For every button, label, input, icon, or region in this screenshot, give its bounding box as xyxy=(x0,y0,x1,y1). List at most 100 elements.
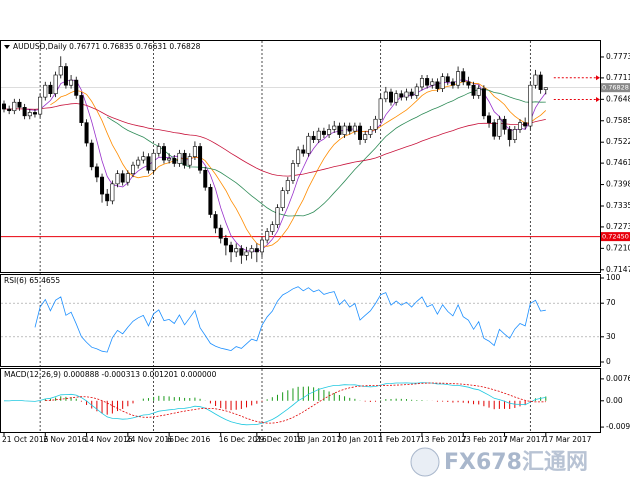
candle-body xyxy=(182,152,187,166)
candle-body xyxy=(321,130,326,135)
candle-body xyxy=(69,79,74,86)
candle-body xyxy=(17,101,22,108)
candle-body xyxy=(538,74,543,90)
candle-body xyxy=(141,156,146,161)
y-tick-label: 0.00765 xyxy=(606,374,630,383)
candle-body xyxy=(528,84,533,127)
candle-body xyxy=(22,107,27,117)
candle-body xyxy=(301,149,306,154)
y-tick-label: 0.71475 xyxy=(606,265,630,274)
candle-body xyxy=(383,91,388,100)
x-tick-label: 7 Mar 2017 xyxy=(503,435,546,444)
candle-body xyxy=(1,103,7,110)
candle-body xyxy=(74,79,79,96)
candle-body xyxy=(445,76,450,83)
x-tick-label: 24 Nov 2016 xyxy=(126,435,174,444)
candle-body xyxy=(306,135,311,154)
candle-body xyxy=(461,71,466,83)
y-tick-label: 0.76485 xyxy=(606,94,630,103)
y-tick-label: 0.72105 xyxy=(606,243,630,252)
candle-body xyxy=(167,158,172,161)
candle-body xyxy=(120,173,125,183)
candle-body xyxy=(63,66,68,86)
candle-body xyxy=(146,156,151,171)
candle-body xyxy=(425,78,430,86)
candle-body xyxy=(507,129,512,140)
candle-body xyxy=(342,125,347,135)
candle-body xyxy=(492,122,497,137)
candle-body xyxy=(94,166,99,178)
alert-arrow xyxy=(596,75,600,81)
candle-body xyxy=(208,186,213,215)
candle-body xyxy=(79,95,84,123)
candle-body xyxy=(311,135,316,140)
y-tick-label: 0.00 xyxy=(606,396,623,405)
candle-body xyxy=(502,118,507,130)
last-price-label: 0.76828 xyxy=(602,84,629,92)
candle-body xyxy=(378,98,383,120)
candle-body xyxy=(203,169,208,188)
x-tick-label: 13 Feb 2017 xyxy=(420,435,467,444)
candle-body xyxy=(58,66,63,76)
candle-body xyxy=(131,164,136,174)
alert-arrow xyxy=(596,97,600,102)
x-tick-label: 10 Jan 2017 xyxy=(296,435,341,444)
logo-brand: FX678 xyxy=(444,450,522,475)
candle-body xyxy=(115,173,120,185)
candle-body xyxy=(53,74,58,95)
x-tick-label: 16 Dec 2016 xyxy=(219,435,267,444)
candle-body xyxy=(172,158,177,164)
candle-body xyxy=(270,224,275,232)
candle-body xyxy=(476,88,481,96)
candle-body xyxy=(409,91,414,96)
x-tick-label: 6 Dec 2016 xyxy=(167,435,210,444)
x-tick-label: 17 Mar 2017 xyxy=(544,435,592,444)
candle-body xyxy=(481,88,486,117)
y-tick-label: 0.75855 xyxy=(606,116,630,125)
rsi-panel xyxy=(0,274,601,367)
y-tick-label: 0.72735 xyxy=(606,222,630,231)
candle-body xyxy=(223,238,228,246)
candle-body xyxy=(27,112,32,117)
candle-body xyxy=(259,239,264,253)
candle-body xyxy=(316,130,321,140)
candle-body xyxy=(161,146,166,161)
candle-body xyxy=(430,81,435,86)
logo: FX678 汇通网 xyxy=(410,447,588,477)
candle-body xyxy=(358,125,363,140)
candle-body xyxy=(89,142,94,168)
candle-body xyxy=(435,81,440,89)
candle-body xyxy=(497,118,502,137)
candle-body xyxy=(368,129,373,135)
candle-body xyxy=(84,122,89,144)
candle-body xyxy=(156,146,161,154)
x-tick-label: 20 Jan 2017 xyxy=(337,435,382,444)
candle-body xyxy=(337,125,342,135)
candle-body xyxy=(239,248,244,256)
y-tick-label: 100 xyxy=(606,273,621,282)
candle-body xyxy=(249,248,254,253)
candle-body xyxy=(523,122,528,127)
main-panel xyxy=(0,40,601,273)
candle-body xyxy=(213,214,218,229)
candle-body xyxy=(136,159,141,166)
y-tick-label: 30 xyxy=(606,332,616,341)
candle-body xyxy=(32,112,37,115)
candle-body xyxy=(265,231,270,241)
candle-body xyxy=(7,108,12,112)
candle-body xyxy=(48,84,53,95)
y-tick-label: 0.77115 xyxy=(606,73,630,82)
candle-body xyxy=(517,122,522,130)
moving-average xyxy=(3,103,546,177)
candle-body xyxy=(363,134,368,140)
candle-body xyxy=(280,190,285,208)
dropdown-icon xyxy=(4,45,10,49)
y-tick-label: -0.00918 xyxy=(606,422,630,431)
candle-body xyxy=(456,71,461,86)
candle-body xyxy=(38,96,43,115)
